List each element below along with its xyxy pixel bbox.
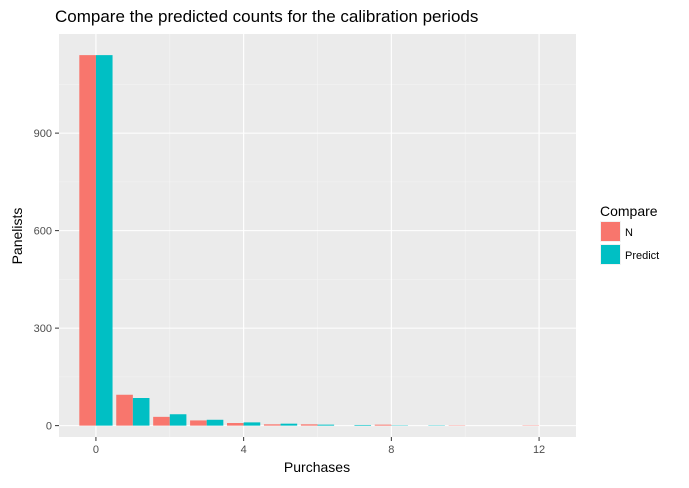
bar-predict: [132, 398, 150, 426]
bar-n: [79, 55, 96, 426]
x-axis-title: Purchases: [284, 459, 350, 475]
bar-predict: [95, 55, 113, 426]
legend-swatch-predict: [601, 245, 620, 264]
legend-swatch-n: [601, 222, 620, 241]
y-tick-label: 900: [34, 128, 52, 140]
bar-predict: [317, 424, 335, 426]
y-tick-label: 300: [34, 323, 52, 335]
x-tick-label: 8: [388, 444, 394, 456]
x-tick-label: 0: [93, 444, 99, 456]
bar-predict: [206, 419, 224, 426]
bar-n: [374, 424, 392, 426]
bar-n: [227, 423, 244, 426]
legend-label-n: N: [625, 227, 633, 239]
y-tick-label: 600: [34, 226, 52, 238]
bar-n: [190, 420, 207, 426]
bars: [79, 55, 540, 426]
bar-n: [153, 416, 170, 426]
bar-predict: [169, 414, 187, 426]
bar-n: [263, 424, 281, 426]
y-tick-label: 0: [46, 421, 52, 433]
bar-predict: [354, 424, 372, 426]
bar-predict: [280, 423, 298, 426]
x-tick-label: 4: [241, 444, 247, 456]
bar-predict: [243, 422, 261, 426]
bar-n: [300, 424, 318, 426]
axes: 0 4 8 12 0 300 600 900: [34, 128, 546, 456]
y-axis-title: Panelists: [9, 208, 25, 265]
legend-label-predict: Predict: [625, 250, 659, 262]
chart-title: Compare the predicted counts for the cal…: [55, 7, 478, 26]
legend-title: Compare: [600, 203, 658, 219]
x-tick-label: 12: [533, 444, 545, 456]
bar-n: [116, 394, 133, 426]
legend: Compare N Predict: [600, 203, 659, 265]
